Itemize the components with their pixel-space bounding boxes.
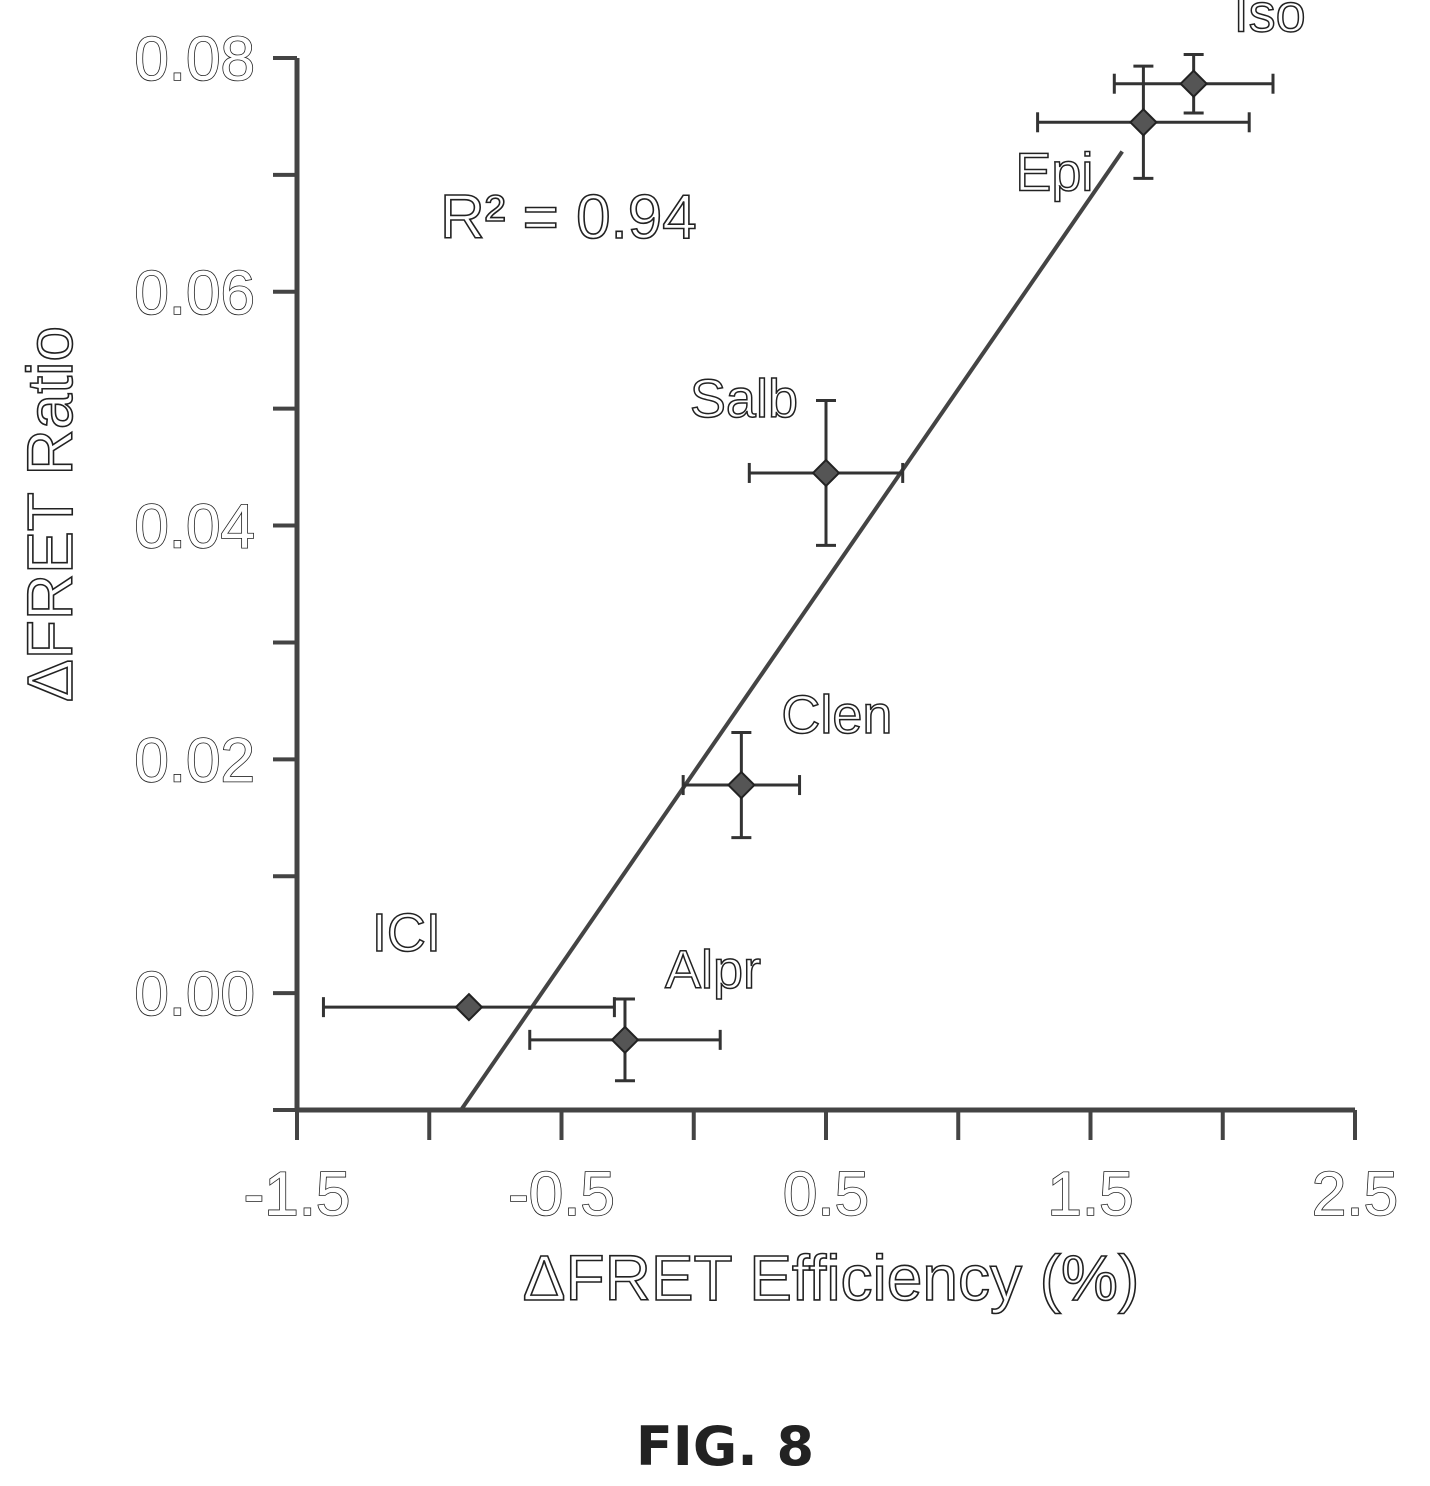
y-tick-label: 0.08	[134, 25, 255, 94]
point-label: Alpr	[665, 940, 761, 1000]
x-tick-label: -0.5	[508, 1160, 615, 1229]
point-label: Epi	[1015, 142, 1093, 202]
point-label: ICI	[372, 903, 441, 963]
data-point-iso: Iso	[1112, 0, 1306, 115]
y-tick-label: 0.04	[134, 493, 255, 562]
point-marker	[610, 1025, 640, 1055]
figure-label: FIG. 8	[636, 1415, 814, 1478]
data-point-epi: Epi	[1015, 64, 1251, 203]
data-point-alpr: Alpr	[528, 939, 762, 1083]
data-point-clen: Clen	[681, 684, 893, 840]
tick-marks	[273, 56, 1357, 1140]
x-axis-title: ΔFRET Efficiency (%)	[523, 1242, 1140, 1314]
data-point-ici: ICI	[321, 902, 616, 1022]
data-point-salb: Salb	[689, 368, 905, 547]
point-label: Salb	[690, 369, 798, 429]
point-label: Clen	[781, 685, 892, 745]
point-marker	[726, 770, 756, 800]
regression-line	[459, 150, 1124, 1112]
point-marker	[811, 458, 841, 488]
r-squared-annotation: R² = 0.94	[440, 183, 697, 252]
x-tick-label: 1.5	[1047, 1160, 1133, 1229]
tick-labels: -1.5 -0.5 0.5 1.5 2.5 0.00 0.02 0.04 0.06 0.08	[134, 24, 1399, 1230]
y-axis-title: ΔFRET Ratio	[14, 326, 86, 702]
point-marker	[1128, 107, 1158, 137]
y-tick-label: 0.00	[134, 960, 255, 1029]
point-marker	[1179, 69, 1209, 99]
point-marker	[454, 992, 484, 1022]
data-points: Iso Epi Salb Clen ICI Alpr	[321, 0, 1306, 1083]
x-tick-label: -1.5	[244, 1160, 351, 1229]
x-tick-label: 0.5	[783, 1160, 869, 1229]
x-tick-label: 2.5	[1312, 1160, 1398, 1229]
y-tick-label: 0.06	[134, 259, 255, 328]
point-label: Iso	[1234, 0, 1306, 44]
y-tick-label: 0.02	[134, 726, 255, 795]
